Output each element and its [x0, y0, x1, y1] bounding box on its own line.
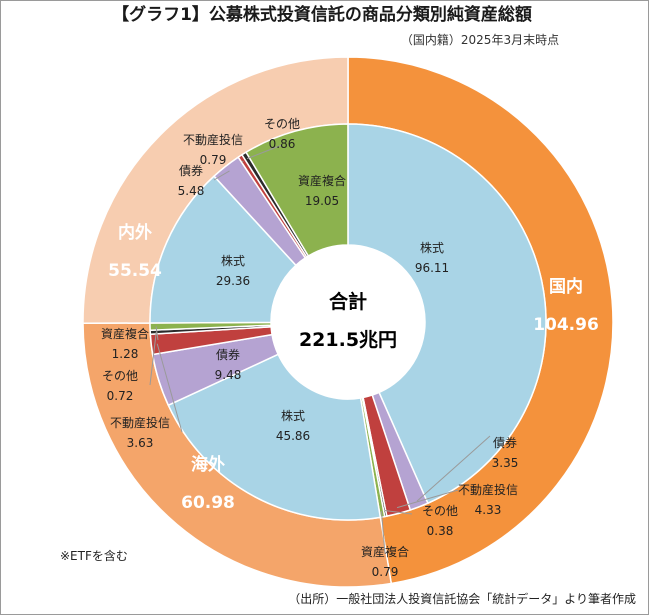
chart-title: 【グラフ1】公募株式投資信託の商品分類別純資産総額	[112, 4, 532, 25]
leader-line-13	[246, 144, 283, 160]
inner-12-value: 0.79	[200, 153, 227, 167]
leader-line-8	[149, 331, 157, 386]
chart-subtitle: （国内籍）2025年3月末時点	[401, 32, 559, 47]
inner-ring	[149, 123, 547, 521]
inner-5-value: 45.86	[276, 429, 310, 443]
inner-13-label: その他	[264, 117, 300, 131]
inner-5-label: 株式	[281, 408, 305, 423]
outer-value-2: 55.54	[108, 261, 162, 281]
inner-11-value: 5.48	[178, 184, 205, 198]
center-label: 合計	[329, 290, 367, 313]
slice-labels: 国内 104.96 海外 60.98 内外 55.54 株式 96.11 債券 3.35 不動産投信…	[101, 117, 599, 579]
footnote: ※ETFを含む	[60, 548, 128, 563]
outer-label-0: 国内	[549, 276, 583, 297]
inner-8-label: その他	[102, 369, 138, 383]
inner-9-value: 1.28	[112, 347, 139, 361]
leader-line-4	[380, 511, 386, 555]
inner-6-label: 債券	[216, 347, 240, 362]
inner-2-label: 不動産投信	[458, 482, 518, 497]
inner-3-label: その他	[422, 504, 458, 518]
leader-line-7	[156, 343, 183, 433]
inner-14-label: 資産複合	[298, 173, 346, 188]
outer-ring	[82, 56, 614, 588]
inner-12-label: 不動産投信	[183, 132, 243, 147]
inner-0-value: 96.11	[415, 261, 449, 275]
inner-4-value: 0.79	[372, 565, 399, 579]
inner-1-label: 債券	[493, 435, 517, 450]
leader-line-11	[213, 170, 230, 181]
center-hole	[271, 245, 425, 399]
inner-7-value: 3.63	[127, 436, 154, 450]
outer-value-0: 104.96	[533, 315, 599, 335]
leader-line-9	[155, 326, 159, 341]
inner-4-label: 資産複合	[361, 544, 409, 559]
leader-lines	[149, 144, 491, 555]
inner-13-value: 0.86	[269, 137, 296, 151]
leader-line-3	[384, 509, 413, 515]
inner-slice-10	[149, 175, 297, 324]
inner-11-label: 債券	[179, 163, 203, 178]
inner-2-value: 4.33	[475, 503, 502, 517]
center-value: 221.5兆円	[299, 329, 397, 351]
inner-6-value: 9.48	[215, 368, 242, 382]
inner-3-value: 0.38	[427, 524, 454, 538]
leader-line-1	[416, 435, 491, 502]
inner-7-label: 不動産投信	[110, 415, 170, 430]
source-note: （出所）一般社団法人投資信託協会「統計データ」より筆者作成	[288, 591, 636, 606]
leader-line-2	[396, 489, 459, 509]
inner-9-label: 資産複合	[101, 326, 149, 341]
leader-line-12	[241, 160, 244, 163]
outer-value-1: 60.98	[181, 493, 235, 513]
inner-1-value: 3.35	[492, 456, 519, 470]
inner-10-value: 29.36	[216, 274, 250, 288]
outer-label-1: 海外	[191, 454, 225, 475]
inner-14-value: 19.05	[305, 194, 339, 208]
outer-label-2: 内外	[118, 222, 152, 243]
inner-8-value: 0.72	[107, 389, 134, 403]
inner-0-label: 株式	[420, 240, 444, 255]
inner-10-label: 株式	[221, 253, 245, 268]
